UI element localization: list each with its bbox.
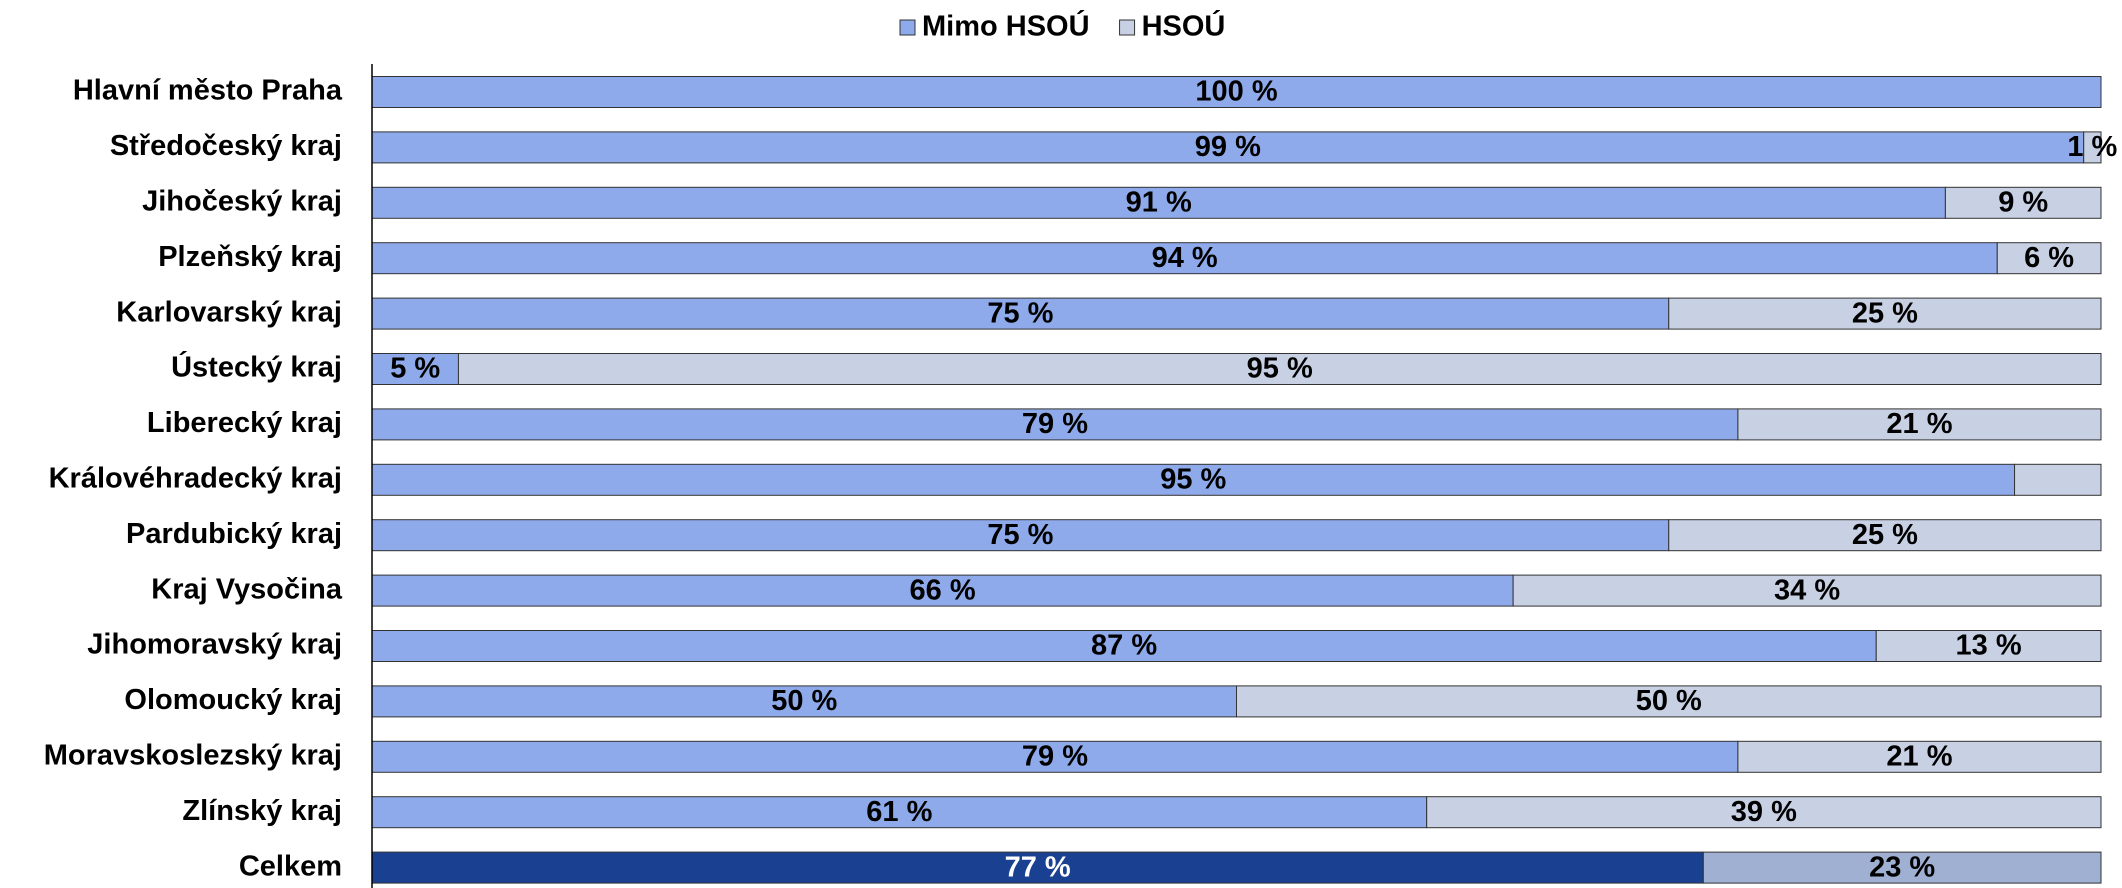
data-label: 95 %: [1160, 463, 1226, 495]
bar-segment: [371, 630, 1877, 662]
data-label: 21 %: [1886, 408, 1952, 440]
data-label: 21 %: [1886, 740, 1952, 772]
bar-segment: [371, 574, 1514, 607]
data-label: 25 %: [1852, 297, 1918, 329]
y-tick-label: Olomoucký kraj: [124, 684, 342, 716]
data-label: 34 %: [1774, 574, 1840, 606]
bar-segment: [371, 796, 1428, 829]
bar-segment: [371, 186, 1946, 219]
bar-segment: [1737, 408, 2102, 441]
bar-segment: [1426, 796, 2102, 829]
bar-segment: [1668, 519, 2102, 552]
data-label: 61 %: [866, 796, 932, 828]
bar-segment: [1668, 297, 2102, 330]
y-tick-label: Zlínský kraj: [182, 795, 342, 827]
y-tick-label: Středočeský kraj: [110, 130, 342, 162]
bar-segment: [371, 851, 1704, 884]
y-tick-label: Plzeňský kraj: [158, 241, 342, 273]
bar-segment: [371, 131, 2085, 164]
data-label: 50 %: [1636, 685, 1702, 717]
y-tick-label: Pardubický kraj: [126, 518, 342, 550]
bar-segment: [1512, 574, 2102, 607]
bar-segment: [2014, 463, 2102, 496]
bar-segment: [457, 353, 2102, 385]
data-label: 79 %: [1022, 408, 1088, 440]
data-label: 13 %: [1956, 630, 2022, 662]
legend-swatch: [1119, 19, 1136, 36]
bar-segment: [371, 408, 1739, 441]
bar-segment: [1996, 242, 2102, 275]
y-tick-label: Kraj Vysočina: [151, 573, 343, 605]
data-label: 77 %: [1005, 851, 1071, 883]
y-tick-label: Hlavní město Praha: [73, 75, 343, 107]
bar-segment: [1737, 740, 2102, 773]
data-label: 87 %: [1091, 630, 1157, 662]
bar-segment: [371, 297, 1670, 330]
y-tick-label: Liberecký kraj: [147, 407, 342, 439]
y-tick-label: Celkem: [239, 850, 342, 882]
bar-segment: [371, 76, 2102, 108]
y-tick-label: Jihočeský kraj: [142, 185, 342, 217]
legend-label: Mimo HSOÚ: [922, 9, 1090, 43]
data-label: 79 %: [1022, 740, 1088, 772]
bar-segment: [371, 685, 1237, 718]
data-label: 1 %: [2067, 131, 2117, 163]
data-label: 50 %: [771, 685, 837, 717]
data-label: 6 %: [2024, 242, 2074, 274]
y-tick-label: Královéhradecký kraj: [49, 462, 342, 494]
data-label: 91 %: [1126, 186, 1192, 218]
bar-segment: [371, 740, 1739, 773]
data-label: 99 %: [1195, 131, 1261, 163]
data-label: 75 %: [987, 297, 1053, 329]
data-label: 9 %: [1998, 186, 2048, 218]
y-tick-label: Karlovarský kraj: [116, 296, 342, 328]
legend: Mimo HSOÚ HSOÚ: [899, 9, 1226, 43]
data-label: 23 %: [1869, 851, 1935, 883]
data-label: 66 %: [910, 574, 976, 606]
bar-segment: [1944, 186, 2102, 219]
data-label: 39 %: [1731, 796, 1797, 828]
data-label: 75 %: [987, 519, 1053, 551]
bar-segment: [1875, 630, 2102, 662]
bar-segment: [371, 463, 2016, 496]
legend-swatch: [899, 19, 916, 36]
y-tick-label: Ústecký kraj: [171, 350, 342, 384]
y-tick-label: Moravskoslezský kraj: [44, 739, 342, 771]
bar-segment: [1236, 685, 2102, 718]
bar-segment: [371, 519, 1670, 552]
data-label: 25 %: [1852, 519, 1918, 551]
bar-segment: [371, 242, 1998, 275]
data-label: 94 %: [1152, 242, 1218, 274]
y-tick-label: Jihomoravský kraj: [87, 629, 342, 661]
data-label: 100 %: [1195, 76, 1277, 108]
data-label: 5 %: [390, 353, 440, 385]
bar-segment: [1702, 851, 2102, 884]
bar-segment: [2083, 131, 2102, 164]
legend-label: HSOÚ: [1142, 9, 1226, 43]
data-label: 95 %: [1247, 353, 1313, 385]
